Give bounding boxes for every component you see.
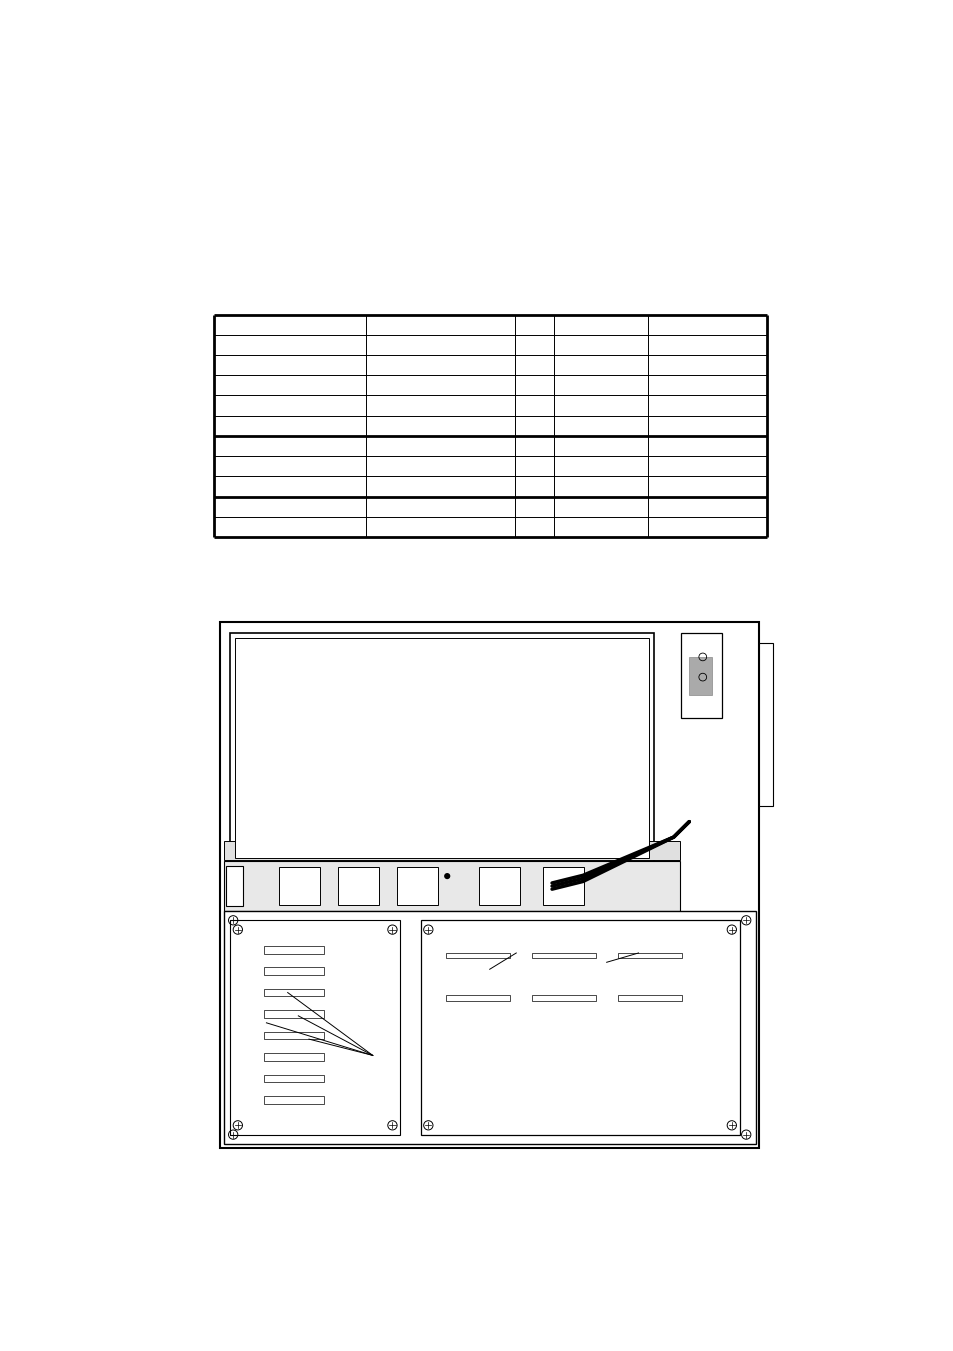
- Bar: [680, 634, 720, 717]
- Bar: [396, 867, 437, 905]
- Bar: [230, 634, 653, 862]
- Bar: [226, 866, 243, 907]
- Bar: [220, 621, 759, 1148]
- Bar: [446, 996, 509, 1001]
- Bar: [264, 989, 323, 997]
- Bar: [264, 1096, 323, 1104]
- Bar: [618, 996, 681, 1001]
- Bar: [230, 920, 400, 1135]
- Bar: [264, 1074, 323, 1082]
- Bar: [532, 996, 596, 1001]
- Bar: [689, 657, 711, 694]
- Bar: [446, 952, 509, 958]
- Bar: [542, 867, 583, 905]
- Circle shape: [444, 873, 450, 880]
- Bar: [224, 911, 755, 1144]
- Bar: [224, 842, 679, 859]
- Bar: [532, 952, 596, 958]
- Bar: [278, 867, 319, 905]
- Bar: [264, 946, 323, 954]
- Bar: [264, 1011, 323, 1017]
- Bar: [234, 638, 648, 858]
- Bar: [759, 643, 773, 807]
- Bar: [420, 920, 739, 1135]
- Bar: [264, 1032, 323, 1039]
- Bar: [224, 861, 679, 911]
- Bar: [264, 967, 323, 975]
- Bar: [478, 867, 519, 905]
- Bar: [337, 867, 378, 905]
- Bar: [264, 1054, 323, 1061]
- Bar: [618, 952, 681, 958]
